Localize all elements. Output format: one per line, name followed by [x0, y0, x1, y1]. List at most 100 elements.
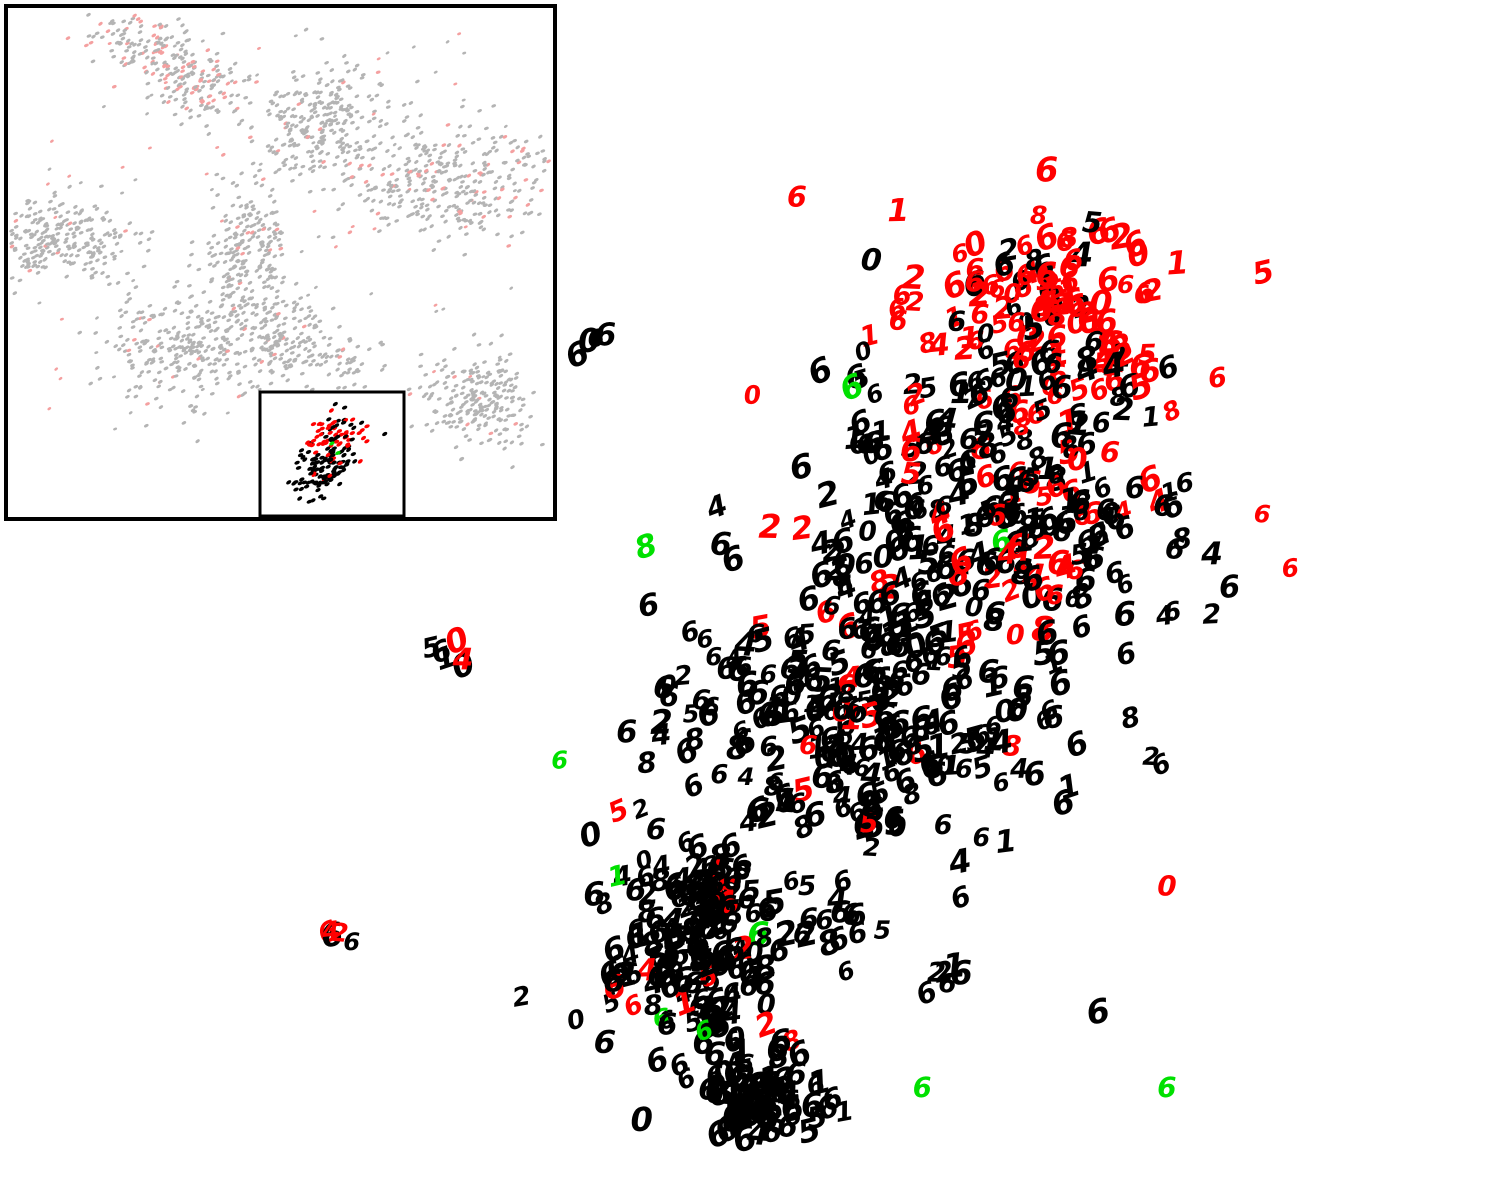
- digit-point-cluster-1: 6: [1074, 426, 1099, 463]
- digit-point-cluster-1: 6: [1046, 380, 1065, 410]
- digit-point-cluster-0: 8: [1032, 290, 1051, 323]
- digit-point-cluster-2: 6: [1042, 700, 1066, 737]
- digit-point-cluster-0: 6: [969, 430, 994, 468]
- digit-point-cluster-1: 6: [1050, 369, 1074, 406]
- digit-point-cluster-1: 2: [980, 560, 1005, 597]
- digit-point-cluster-3: 6: [657, 1007, 678, 1041]
- digit-point-cluster-1: 0: [902, 490, 927, 528]
- digit-point-cluster-2: 6: [798, 731, 818, 762]
- digit-point-cluster-2: 4: [732, 624, 758, 664]
- digit-point-cluster-2: 6: [822, 591, 842, 622]
- digit-point-cluster-0: 0: [1015, 317, 1041, 357]
- digit-point-cluster-1: 6: [1073, 500, 1093, 532]
- digit-point-cluster-2: 6: [702, 692, 720, 721]
- digit-point-labeled-7: 6: [1157, 1071, 1176, 1104]
- digit-point-cluster-2: 6: [853, 753, 871, 783]
- digit-point-cluster-1: 8: [1043, 459, 1070, 499]
- digit-point-cluster-1: 8: [1108, 382, 1127, 413]
- digit-point-cluster-3: 6: [581, 874, 607, 914]
- digit-point-cluster-1: 0: [742, 380, 762, 410]
- digit-point-cluster-1: 2: [758, 507, 782, 546]
- digit-point-cluster-1: 6: [833, 569, 857, 601]
- digit-point-cluster-2: 6: [972, 823, 990, 852]
- digit-point-cluster-1: 6: [933, 410, 954, 444]
- digit-point-cluster-2: 2: [1142, 742, 1160, 772]
- digit-point-cluster-1: 6: [1007, 394, 1032, 432]
- digit-point-cluster-2: 5: [881, 802, 909, 844]
- digit-point-cluster-3: 6: [646, 958, 668, 993]
- digit-point-cluster-1: 6: [931, 451, 955, 485]
- digit-point-labeled-4: 8: [631, 526, 662, 567]
- digit-point-labeled-6: 6: [551, 745, 569, 775]
- digit-point-cluster-3: 6: [593, 1024, 617, 1061]
- digit-point-cluster-1: 4: [700, 487, 732, 526]
- digit-point-cluster-1: 1: [950, 373, 973, 411]
- digit-point-cluster-1: 6: [1112, 594, 1137, 634]
- digit-point-cluster-2: 0: [574, 813, 606, 856]
- digit-point-cluster-0: 6: [967, 326, 985, 356]
- digit-point-cluster-1: 6: [855, 429, 875, 461]
- digit-point-cluster-0: 6: [1099, 435, 1120, 470]
- digit-point-cluster-0: 6: [1065, 397, 1089, 433]
- digit-point-cluster-0: 2: [953, 331, 977, 368]
- digit-point-cluster-2: 6: [695, 624, 715, 655]
- digit-point-cluster-1: 2: [1202, 599, 1222, 631]
- digit-point-cluster-4: 6: [665, 1047, 694, 1084]
- digit-point-cluster-1: 6: [1091, 407, 1112, 440]
- digit-point-cluster-2: 6: [652, 669, 676, 706]
- digit-point-cluster-2: 6: [987, 660, 1011, 697]
- digit-point-cluster-0: 6: [1117, 270, 1135, 299]
- digit-point-cluster-4: 0: [748, 1093, 772, 1130]
- digit-point-cluster-1: 6: [934, 491, 953, 522]
- digit-point-cluster-0: 5: [1092, 346, 1115, 379]
- digit-point-cluster-0: 6: [1129, 347, 1152, 385]
- digit-point-cluster-1: 4: [933, 519, 959, 556]
- digit-point-cluster-4: 6: [770, 1072, 789, 1103]
- digit-point-cluster-1: 6: [1067, 483, 1092, 522]
- digit-point-cluster-0: 2: [991, 291, 1015, 328]
- digit-point-cluster-0: 2: [905, 286, 925, 318]
- digit-point-cluster-0: 4: [926, 327, 951, 364]
- digit-point-cluster-1: 2: [812, 473, 844, 516]
- digit-point-cluster-2: 6: [716, 538, 749, 581]
- digit-point-cluster-2: 6: [1011, 669, 1035, 707]
- digit-point-labeled-0: 6: [787, 180, 807, 214]
- digit-point-cluster-1: 8: [1031, 609, 1056, 650]
- digit-point-cluster-0: 6: [965, 253, 985, 286]
- digit-point-cluster-3: 5: [797, 870, 817, 902]
- digit-point-cluster-1: 6: [1164, 532, 1186, 567]
- digit-point-cluster-2: 6: [861, 622, 886, 658]
- digit-point-cluster-1: 6: [973, 384, 996, 417]
- digit-point-cluster-1: 0: [857, 516, 878, 548]
- digit-point-cluster-2: 4: [944, 841, 975, 883]
- digit-point-cluster-0: 6: [1034, 255, 1059, 294]
- digit-point-cluster-1: 0: [871, 538, 896, 576]
- digit-point-cluster-1: 6: [1067, 608, 1096, 646]
- digit-point-cluster-0: 6: [888, 305, 908, 336]
- digit-point-cluster-1: 6: [1045, 580, 1065, 612]
- digit-point-cluster-3: 0: [564, 1004, 589, 1038]
- digit-point-cluster-0: 6: [1045, 319, 1069, 356]
- digit-point-cluster-1: 6: [899, 433, 923, 470]
- digit-point-labeled-8: 6: [912, 1071, 933, 1105]
- digit-point-outlier-3: 6: [594, 317, 617, 354]
- digit-point-cluster-2: 8: [982, 602, 1006, 639]
- digit-point-cluster-1: 6: [920, 530, 942, 563]
- digit-point-cluster-0: 6: [1028, 289, 1054, 330]
- digit-point-cluster-0: 6: [891, 279, 914, 312]
- digit-point-cluster-0: 6: [1094, 302, 1120, 342]
- digit-point-cluster-1: 2: [789, 510, 815, 548]
- digit-point-cluster-1: 0: [1005, 620, 1025, 652]
- digit-point-cluster-1: 1: [842, 420, 866, 458]
- digit-point-outlier-2: 6: [343, 928, 360, 956]
- digit-point-cluster-1: 6: [934, 547, 958, 587]
- digit-point-cluster-0: 0: [976, 319, 995, 349]
- digit-point-cluster-1: 1: [906, 527, 931, 567]
- digit-point-cluster-0: 5: [1137, 339, 1157, 371]
- digit-point-cluster-2: 6: [933, 810, 953, 841]
- digit-point-cluster-0: 6: [1132, 280, 1152, 310]
- digit-point-cluster-3: 2: [510, 981, 533, 1014]
- digit-point-cluster-0: 6: [1007, 308, 1025, 338]
- digit-point-cluster-2: 1: [993, 823, 1019, 861]
